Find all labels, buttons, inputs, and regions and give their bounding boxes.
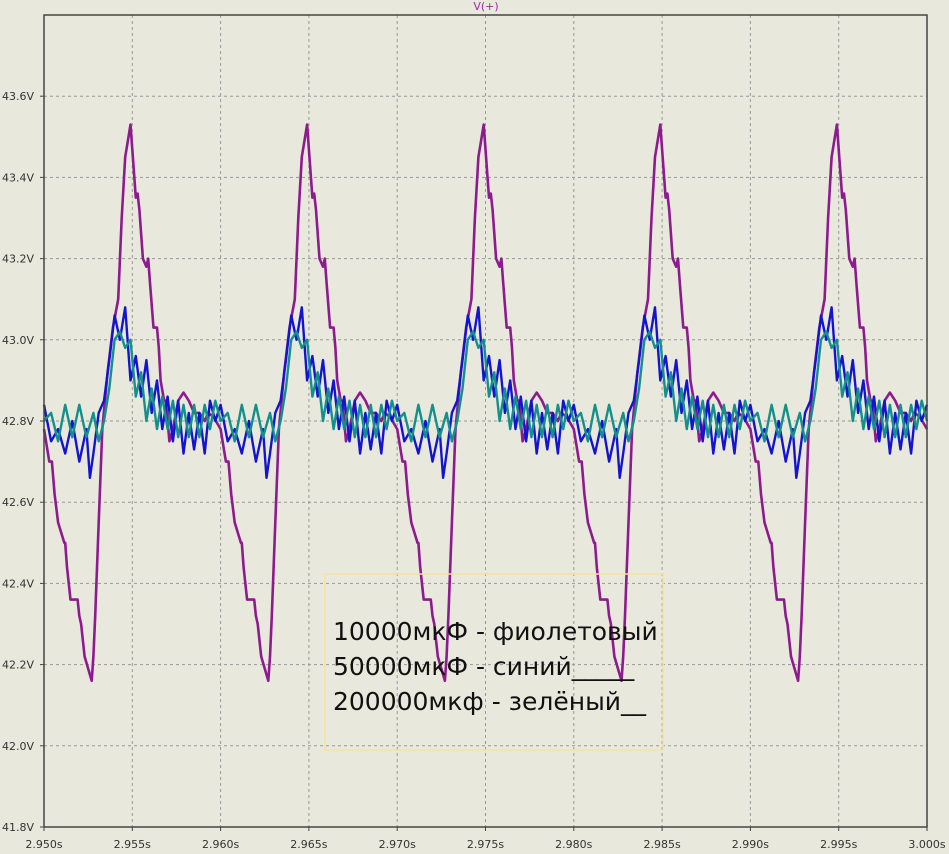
x-tick-label: 2.955s <box>114 838 151 851</box>
trace-title[interactable]: V(+) <box>473 0 498 13</box>
legend-note[interactable]: 10000мкФ - фиолетовый 50000мкФ - синий__… <box>324 573 664 751</box>
x-tick-label: 2.985s <box>643 838 680 851</box>
x-tick-label: 2.960s <box>202 838 239 851</box>
trace-200000uf[interactable] <box>43 330 929 443</box>
y-tick-label: 43.4V <box>2 171 34 184</box>
traces <box>42 123 929 683</box>
x-tick-label: 2.980s <box>555 838 592 851</box>
trace-50000uf[interactable] <box>42 306 929 479</box>
x-tick-label: 2.975s <box>467 838 504 851</box>
legend-line-violet: 10000мкФ - фиолетовый <box>333 617 658 646</box>
legend-note-box <box>324 573 664 751</box>
axes: 2.950s 2.955s 2.960s 2.965s 2.970s 2.975s 2.98… <box>2 90 946 851</box>
x-tick-label: 3.000s <box>908 838 945 851</box>
y-tick-label: 43.6V <box>2 90 34 103</box>
y-tick-label: 42.6V <box>2 496 34 509</box>
y-tick-label: 43.2V <box>2 253 34 266</box>
x-tick-label: 2.970s <box>379 838 416 851</box>
y-tick-label: 42.4V <box>2 577 34 590</box>
x-tick-label: 2.965s <box>290 838 327 851</box>
y-tick-label: 42.8V <box>2 415 34 428</box>
y-tick-label: 42.0V <box>2 740 34 753</box>
legend-line-blue: 50000мкФ - синий_____ <box>333 652 635 681</box>
x-tick-label: 2.990s <box>732 838 769 851</box>
x-tick-label: 2.995s <box>820 838 857 851</box>
legend-line-green: 200000мкф - зелёный__ <box>333 687 647 716</box>
x-tick-label: 2.950s <box>25 838 62 851</box>
y-tick-label: 42.2V <box>2 659 34 672</box>
y-tick-label: 43.0V <box>2 334 34 347</box>
plot-frame <box>43 14 928 828</box>
y-tick-label: 41.8V <box>2 821 34 834</box>
